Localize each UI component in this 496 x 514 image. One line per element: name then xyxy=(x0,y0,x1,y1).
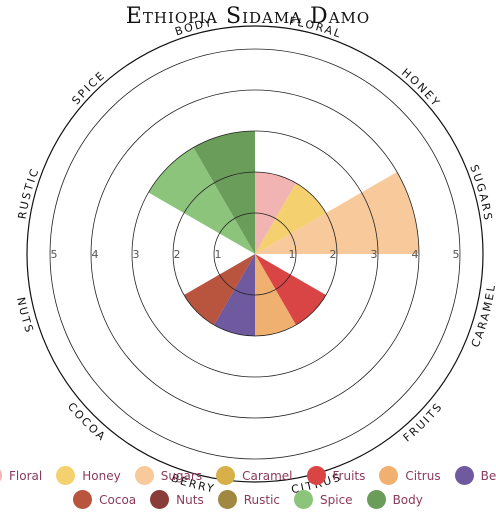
wedge-citrus xyxy=(255,254,296,336)
legend-label-caramel: Caramel xyxy=(242,468,293,483)
legend-item-cocoa[interactable]: Cocoa xyxy=(73,490,136,509)
legend-swatch-citrus xyxy=(379,466,399,485)
tick-label-right-1: 1 xyxy=(289,248,296,261)
legend-swatch-spice xyxy=(294,490,313,509)
tick-label-right-3: 3 xyxy=(371,248,378,261)
tick-label-right-2: 2 xyxy=(330,248,337,261)
legend-item-fruits[interactable]: Fruits xyxy=(306,466,366,485)
axis-label-nuts: NUTS xyxy=(14,296,36,336)
legend-item-spice[interactable]: Spice xyxy=(294,490,353,509)
grid-ring-3 xyxy=(131,130,379,378)
axis-label-spice: SPICE xyxy=(69,68,108,107)
axis-label-honey: HONEY xyxy=(399,66,443,110)
legend-item-honey[interactable]: Honey xyxy=(56,466,121,485)
grid-ring-5 xyxy=(49,48,461,460)
tick-label-left-3: 3 xyxy=(133,248,140,261)
axis-label-body: BODY xyxy=(173,16,214,39)
wedge-berry xyxy=(214,254,255,336)
legend-label-citrus: Citrus xyxy=(405,468,441,483)
legend-swatch-honey xyxy=(56,466,76,485)
legend-swatch-berry xyxy=(454,466,474,485)
legend-label-nuts: Nuts xyxy=(176,492,204,507)
axis-label-fruits: FRUITS xyxy=(401,400,446,445)
chart-title: Ethiopia Sidama Damo xyxy=(125,4,371,29)
legend-label-berry: Berry xyxy=(480,468,496,483)
legend-label-spice: Spice xyxy=(320,492,353,507)
tick-labels: 1 1 2 2 3 3 4 4 5 5 xyxy=(51,248,460,261)
legend-item-body[interactable]: Body xyxy=(366,490,423,509)
legend-label-fruits: Fruits xyxy=(332,468,366,483)
grid-ring-1 xyxy=(213,212,297,296)
tick-label-left-2: 2 xyxy=(174,248,181,261)
wedge-spice xyxy=(148,147,255,254)
wedge-floral xyxy=(255,172,296,254)
legend-row-2: Cocoa Nuts Rustic Spice Body xyxy=(0,490,496,509)
tick-label-left-1: 1 xyxy=(215,248,222,261)
tick-label-left-4: 4 xyxy=(92,248,99,261)
grid-ring-4 xyxy=(90,89,420,419)
legend-swatch-cocoa xyxy=(73,490,93,509)
legend-item-rustic[interactable]: Rustic xyxy=(217,490,280,509)
axis-label-caramel: CARAMEL xyxy=(469,283,496,350)
legend-label-cocoa: Cocoa xyxy=(99,492,137,507)
legend-row-1: Floral Honey Sugars Caramel Fruits Citrus Berr… xyxy=(0,466,496,485)
legend-label-rustic: Rustic xyxy=(243,492,280,507)
legend-swatch-body xyxy=(366,490,386,509)
legend-label-body: Body xyxy=(392,492,423,507)
axis-label-sugars: SUGARS xyxy=(467,163,495,223)
tick-label-right-4: 4 xyxy=(412,248,419,261)
tick-label-right-5: 5 xyxy=(453,248,460,261)
legend-label-sugars: Sugars xyxy=(160,468,203,483)
legend-swatch-rustic xyxy=(217,490,237,509)
legend-label-honey: Honey xyxy=(82,468,121,483)
wedge-cocoa xyxy=(183,254,255,326)
axis-label-cocoa: COCOA xyxy=(65,400,109,444)
grid-ring-2 xyxy=(172,171,338,337)
grid-rings xyxy=(26,25,484,483)
legend-item-citrus[interactable]: Citrus xyxy=(379,466,441,485)
legend-item-caramel[interactable]: Caramel xyxy=(216,466,293,485)
legend-swatch-fruits xyxy=(306,466,326,485)
legend-item-floral[interactable]: Floral xyxy=(0,466,42,485)
legend-swatch-nuts xyxy=(150,490,170,509)
wedge-fruits xyxy=(255,254,327,326)
legend-swatch-floral xyxy=(0,466,3,485)
legend-item-sugars[interactable]: Sugars xyxy=(134,466,203,485)
wedge-honey xyxy=(255,182,327,254)
outer-ring xyxy=(26,25,484,483)
tick-label-left-5: 5 xyxy=(51,248,58,261)
axis-label-floral: FLORAL xyxy=(288,15,344,42)
legend-label-floral: Floral xyxy=(9,468,43,483)
legend-item-berry[interactable]: Berry xyxy=(454,466,496,485)
legend-swatch-caramel xyxy=(216,466,236,485)
wedge-body xyxy=(193,131,255,254)
legend-swatch-sugars xyxy=(134,466,154,485)
wedge-sugars xyxy=(255,172,419,254)
legend-item-nuts[interactable]: Nuts xyxy=(150,490,204,509)
axis-label-rustic: RUSTIC xyxy=(16,166,42,221)
wedges-group xyxy=(148,131,419,336)
